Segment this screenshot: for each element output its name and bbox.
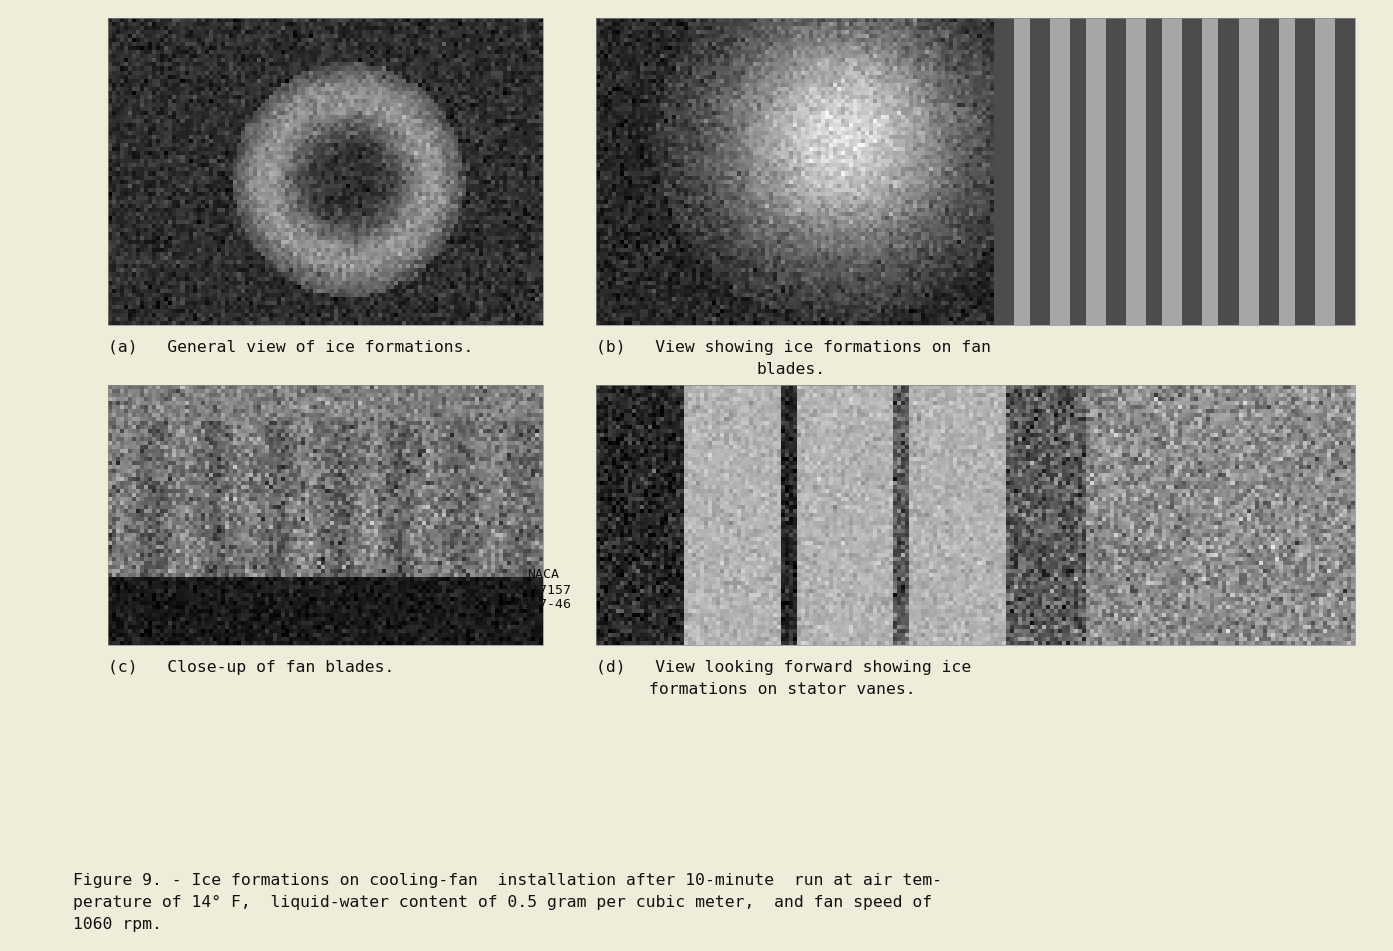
Text: blades.: blades. bbox=[756, 362, 826, 377]
Text: Figure 9. - Ice formations on cooling-fan  installation after 10-minute  run at : Figure 9. - Ice formations on cooling-fa… bbox=[72, 873, 942, 888]
Text: (b)   View showing ice formations on fan: (b) View showing ice formations on fan bbox=[596, 340, 990, 355]
Bar bbox=[109, 385, 543, 645]
Text: perature of 14° F,  liquid-water content of 0.5 gram per cubic meter,  and fan s: perature of 14° F, liquid-water content … bbox=[72, 895, 932, 910]
Text: (c)   Close-up of fan blades.: (c) Close-up of fan blades. bbox=[109, 660, 394, 675]
Text: formations on stator vanes.: formations on stator vanes. bbox=[649, 682, 915, 697]
Text: (a)   General view of ice formations.: (a) General view of ice formations. bbox=[109, 340, 474, 355]
Bar bbox=[109, 18, 543, 325]
Text: NACA
C-17157
11-7-46: NACA C-17157 11-7-46 bbox=[515, 569, 571, 611]
Text: (d)   View looking forward showing ice: (d) View looking forward showing ice bbox=[596, 660, 971, 675]
Bar bbox=[596, 385, 1355, 645]
Bar bbox=[596, 18, 1355, 325]
Text: 1060 rpm.: 1060 rpm. bbox=[72, 917, 162, 932]
